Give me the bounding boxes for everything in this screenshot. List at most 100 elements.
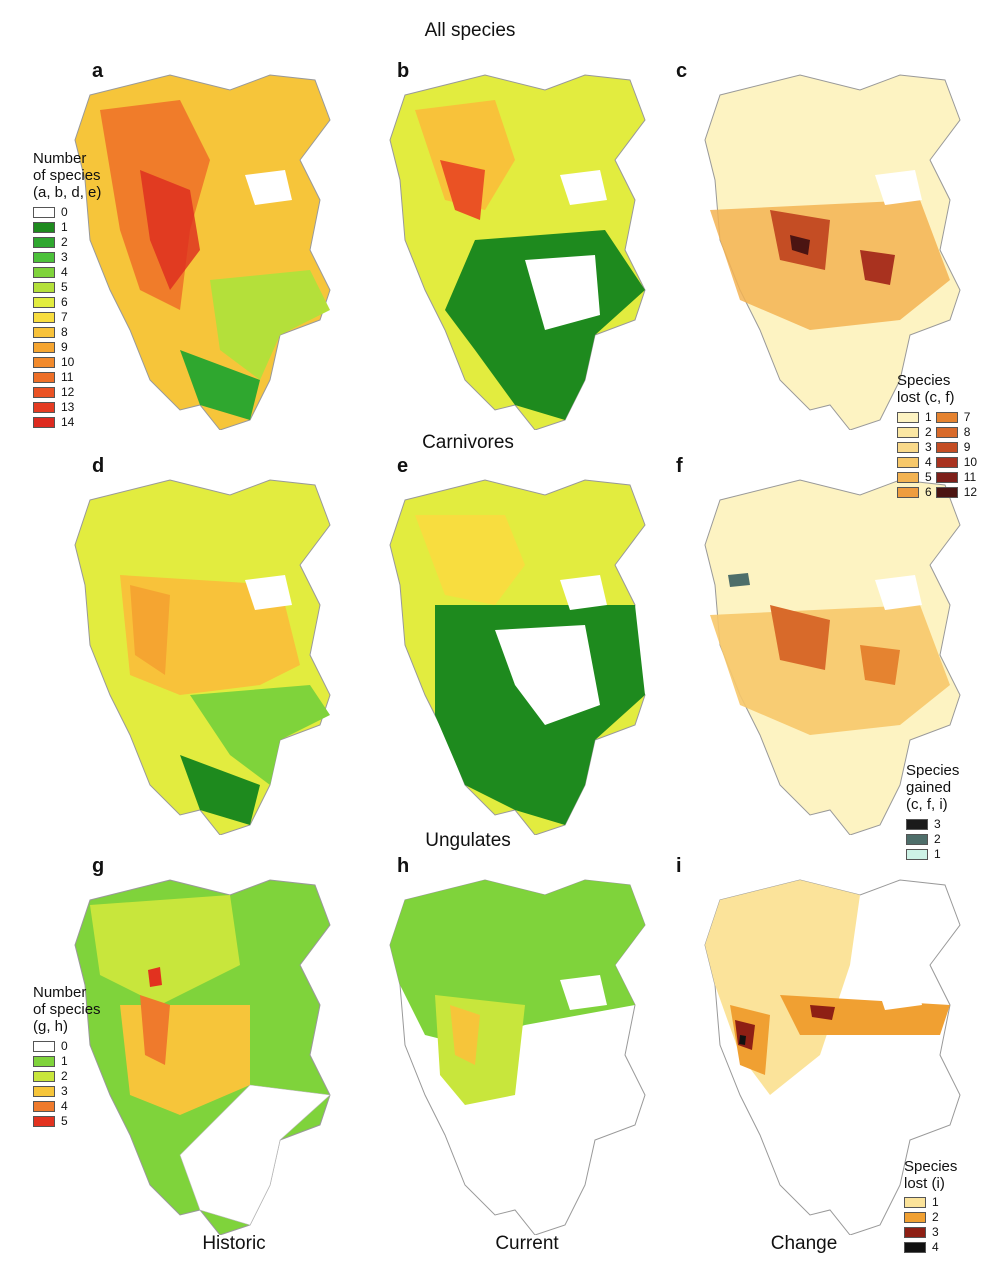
legend-row: 4 (33, 1099, 101, 1114)
legend-row: 11 (935, 470, 977, 485)
legend-row: 1 (33, 1054, 101, 1069)
legend-label: 2 (932, 1210, 939, 1224)
legend-swatch (897, 487, 919, 498)
row-title-ungulates: Ungulates (425, 830, 511, 851)
legend-swatch (33, 1041, 55, 1052)
legend-row: 7 (935, 410, 977, 425)
legend-row: 2 (897, 425, 932, 440)
legend-row: 12 (33, 385, 101, 400)
legend-swatch (33, 237, 55, 248)
legend-row: 4 (897, 455, 932, 470)
legend-label: 11 (61, 370, 74, 384)
legend-swatch (33, 1086, 55, 1097)
legend-label: 10 (963, 455, 978, 469)
legend-swatch (33, 327, 55, 338)
legend-label: 3 (934, 817, 941, 831)
legend-title-line: of species (33, 1001, 101, 1018)
legend-title-line: (a, b, d, e) (33, 184, 102, 201)
legend-label: 10 (61, 355, 75, 369)
panel-label-c: c (676, 60, 688, 82)
panel-label-g: g (92, 855, 105, 877)
legend-swatch (33, 207, 55, 218)
legend-row: 4 (33, 265, 101, 280)
legend-label: 9 (61, 340, 68, 354)
map-panel-f (660, 455, 990, 835)
legend-column-right: 7 8 9 10 11 12 (935, 410, 978, 500)
legend-title-line: Species (906, 762, 960, 779)
legend-label: 6 (925, 485, 932, 499)
legend-label: 3 (61, 250, 68, 264)
legend-label: 8 (963, 425, 971, 439)
legend-label: 1 (934, 847, 941, 861)
legend-label: 1 (925, 410, 932, 424)
panel-label-b: b (397, 60, 410, 82)
legend-row: 9 (33, 340, 101, 355)
legend-row: 0 (33, 1039, 101, 1054)
legend-row: 3 (906, 817, 959, 832)
legend-swatch (33, 1116, 55, 1127)
legend-label: 13 (61, 400, 75, 414)
legend-label: 4 (61, 265, 68, 279)
legend-swatch (33, 282, 55, 293)
legend-label: 3 (925, 440, 932, 454)
legend-row: 13 (33, 400, 101, 415)
column-label-historic: Historic (202, 1233, 266, 1254)
map-f (704, 479, 961, 835)
map-panel-g (30, 855, 360, 1235)
legend-swatch (33, 1056, 55, 1067)
legend-row: 2 (33, 1069, 101, 1084)
map-a (74, 74, 331, 430)
legend-label: 2 (61, 235, 68, 249)
row-title-all-species: All species (424, 20, 516, 41)
legend-label: 9 (963, 440, 971, 454)
legend-swatch (33, 312, 55, 323)
panel-label-i: i (676, 855, 682, 877)
legend-swatch (897, 427, 919, 438)
legend-label: 4 (932, 1240, 939, 1254)
legend-row: 2 (906, 832, 959, 847)
legend-title-line: (g, h) (33, 1018, 69, 1035)
panel-label-f: f (676, 455, 683, 477)
row-title-carnivores: Carnivores (422, 432, 514, 453)
legend-swatch (33, 252, 55, 263)
legend-swatch (33, 267, 55, 278)
legend-label: 0 (61, 1039, 68, 1053)
map-panel-h (345, 855, 675, 1235)
legend-row: 6 (33, 295, 101, 310)
legend-row: 8 (33, 325, 101, 340)
legend-label: 12 (61, 385, 75, 399)
legend-label: 3 (932, 1225, 939, 1239)
legend-swatch (897, 472, 919, 483)
legend-title-line: Species (897, 372, 951, 389)
legend-row: 1 (33, 220, 101, 235)
legend-row: 10 (935, 455, 978, 470)
legend-items: 0 1 2 3 4 5 6 7 8 9 10 11 12 13 14 (33, 205, 101, 430)
legend-swatch (906, 834, 928, 845)
map-e (389, 479, 646, 835)
legend-row: 12 (935, 485, 977, 500)
legend-swatch (897, 457, 919, 468)
map-panel-d (30, 455, 360, 835)
legend-swatch (33, 417, 55, 428)
legend-swatch (897, 442, 919, 453)
legend-row: 6 (897, 485, 932, 500)
legend-label: 2 (925, 425, 932, 439)
legend-swatch (33, 387, 55, 398)
legend-swatch (935, 427, 958, 438)
legend-label: 2 (61, 1069, 68, 1083)
legend-label: 3 (61, 1084, 68, 1098)
panel-label-h: h (397, 855, 410, 877)
legend-swatch (33, 402, 55, 413)
legend-swatch (33, 1101, 55, 1112)
legend-label: 7 (963, 410, 971, 424)
legend-row: 3 (33, 1084, 101, 1099)
legend-swatch (33, 222, 55, 233)
panel-label-d: d (92, 455, 105, 477)
legend-swatch (935, 442, 958, 453)
column-label-current: Current (495, 1233, 559, 1254)
